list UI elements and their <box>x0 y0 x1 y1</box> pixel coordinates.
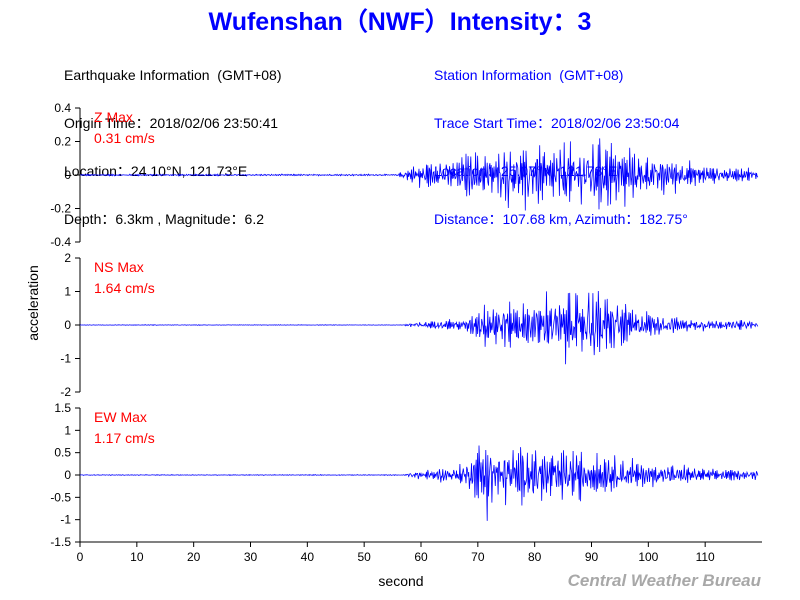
y-tick-label: -2 <box>60 385 71 399</box>
station-info-heading: Station Information (GMT+08) <box>434 67 624 83</box>
y-tick-label: -1 <box>60 352 71 366</box>
chart-title: Wufenshan（NWF）Intensity：3 <box>208 8 592 36</box>
max-value-ew: 1.17 cm/s <box>94 430 155 446</box>
y-tick-label: 0.4 <box>54 101 71 115</box>
earthquake-info: Earthquake Information (GMT+08) Origin T… <box>64 35 282 243</box>
max-value-ns: 1.64 cm/s <box>94 280 155 296</box>
x-tick-label: 110 <box>696 550 715 564</box>
x-tick-label: 50 <box>357 550 371 564</box>
y-tick-label: -1 <box>60 513 71 527</box>
trace-start-time: Trace Start Time：2018/02/06 23:50:04 <box>434 115 680 131</box>
x-tick-label: 60 <box>414 550 428 564</box>
credit-label: Central Weather Bureau <box>567 571 761 590</box>
y-tick-label: 1.5 <box>54 401 71 415</box>
y-tick-label: -0.2 <box>50 202 71 216</box>
y-tick-label: 2 <box>64 251 71 265</box>
x-tick-label: 30 <box>244 550 258 564</box>
x-tick-label: 0 <box>77 550 84 564</box>
y-tick-label: -1.5 <box>50 535 71 549</box>
y-tick-label: 0.2 <box>54 135 71 149</box>
x-tick-label: 80 <box>528 550 542 564</box>
y-tick-label: 0 <box>64 168 71 182</box>
x-tick-label: 10 <box>130 550 144 564</box>
max-label-ew: EW Max <box>94 409 147 425</box>
origin-time: Origin Time：2018/02/06 23:50:41 <box>64 115 279 131</box>
distance-azimuth: Distance：107.68 km, Azimuth：182.75° <box>434 211 688 227</box>
y-tick-label: 0 <box>64 318 71 332</box>
x-tick-label: 100 <box>638 550 658 564</box>
x-tick-label: 20 <box>187 550 201 564</box>
y-tick-label: 0.5 <box>54 446 71 460</box>
x-tick-label: 70 <box>471 550 485 564</box>
y-tick-label: -0.4 <box>50 235 71 249</box>
y-tick-label: 0 <box>64 468 71 482</box>
max-label-ns: NS Max <box>94 259 144 275</box>
x-tick-label: 40 <box>301 550 315 564</box>
waveform-ns <box>79 290 759 365</box>
y-tick-label: 1 <box>64 423 71 437</box>
x-axis-label: second <box>378 573 423 589</box>
y-tick-label: 1 <box>64 285 71 299</box>
waveform-z <box>79 138 759 211</box>
depth-magnitude: Depth：6.3km , Magnitude：6.2 <box>64 211 264 227</box>
max-label-z: Z Max <box>94 109 133 125</box>
earthquake-info-heading: Earthquake Information (GMT+08) <box>64 67 282 83</box>
max-value-z: 0.31 cm/s <box>94 130 155 146</box>
station-info: Station Information (GMT+08) Trace Start… <box>434 35 688 243</box>
y-tick-label: -0.5 <box>50 490 71 504</box>
waveform-ew <box>79 445 759 521</box>
y-axis-label: acceleration <box>25 265 41 341</box>
x-tick-label: 90 <box>585 550 599 564</box>
